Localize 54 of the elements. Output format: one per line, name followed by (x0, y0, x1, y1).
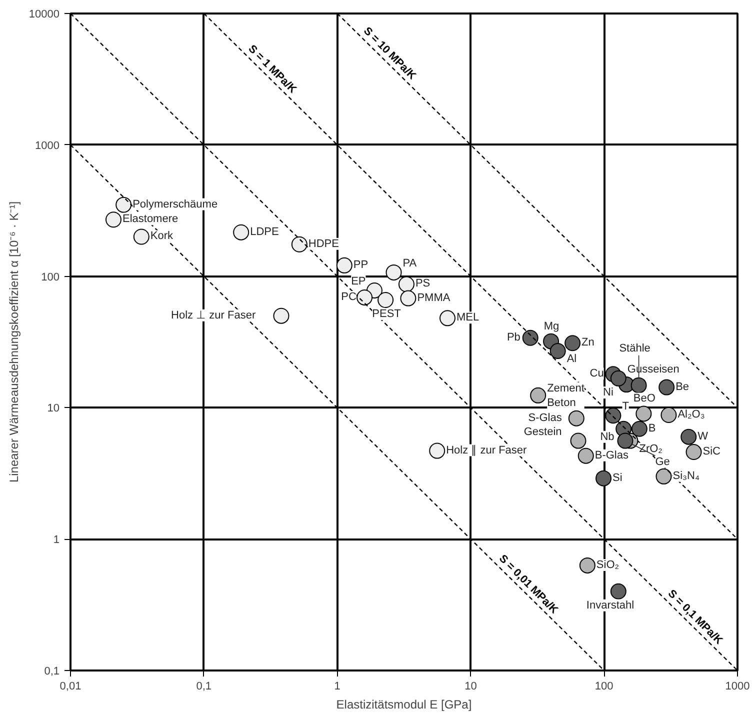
annotation: ZrO₂ (639, 442, 662, 455)
annotation: S-Glas (528, 412, 562, 424)
y-tick-label: 10 (47, 402, 60, 415)
annotation: Polymerschäume (132, 198, 218, 210)
annotation: B-Glas (594, 449, 629, 462)
annotation: Stähle (619, 342, 650, 354)
annotation: Pb (506, 331, 520, 344)
annotation: Invarstahl (586, 599, 634, 612)
annotation: BeO (633, 392, 656, 405)
annotation: W (698, 430, 709, 442)
y-axis-title: Linearer Wärmeausdehnungskoeffizient α [10⁻⁶ · K⁻¹] (6, 201, 21, 483)
annotation: SiO₂ (596, 558, 620, 571)
x-axis-title: Elastizitätsmodul E [GPa] (336, 698, 472, 712)
annotation: T (622, 400, 630, 413)
annotation: Holz ∥ zur Faser (446, 444, 528, 456)
annotation: MEL (456, 312, 480, 324)
annotation: PS (415, 278, 430, 290)
annotation: Ni (603, 386, 614, 399)
annotation: Be (676, 380, 690, 393)
y-tick-label: 100 (41, 271, 60, 284)
annotation: Elastomere (122, 213, 178, 226)
y-tick-label: 0,1 (44, 666, 60, 678)
annotation: LDPE (250, 226, 279, 238)
annotation: Cu (590, 368, 604, 380)
annotation: PC (341, 290, 356, 303)
y-tick-label: 1 (53, 534, 60, 546)
annotation: Zement Beton (547, 382, 584, 409)
annotation: Mg (544, 320, 560, 332)
annotation: PP (353, 258, 368, 271)
annotation: Zn (582, 336, 594, 349)
annotation: PA (402, 257, 418, 270)
annotation: SiC (702, 446, 721, 458)
annotation: EP (351, 275, 366, 288)
annotation: Holz ⊥ zur Faser (171, 309, 256, 322)
x-tick-label: 10 (464, 680, 477, 692)
annotation: Al₂O₃ (678, 408, 705, 420)
annotation: B (648, 422, 656, 434)
annotation: HDPE (308, 238, 339, 250)
annotation: Al (566, 353, 577, 366)
annotation: Kork (150, 230, 174, 242)
x-tick-label: 0,1 (196, 680, 212, 692)
x-tick-label: 1 (334, 680, 340, 692)
annotation: Ge (655, 456, 670, 468)
y-tick-label: 10000 (28, 8, 60, 20)
annotation: Gestein (524, 426, 562, 438)
annotation: Nb (600, 430, 614, 443)
annotation: Si₃N₄ (672, 470, 700, 482)
y-tick-label: 1000 (35, 140, 60, 152)
x-tick-label: 100 (594, 680, 614, 692)
annotation: PMMA (417, 292, 451, 304)
annotation: Si (612, 472, 622, 484)
x-tick-label: 0,01 (60, 680, 82, 692)
x-tick-label: 1000 (725, 680, 750, 692)
annotation: PEST (372, 308, 402, 320)
